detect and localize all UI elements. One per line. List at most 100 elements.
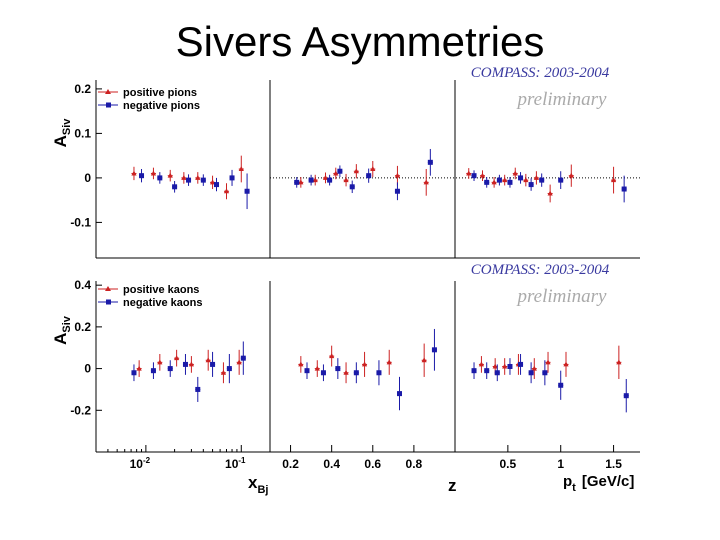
data-marker xyxy=(492,363,498,369)
y-tick-label: 0 xyxy=(84,362,91,376)
positive-pions-point xyxy=(181,172,187,184)
data-marker xyxy=(157,359,163,365)
negative-kaons-point xyxy=(304,362,310,380)
positive-kaons-point xyxy=(298,356,304,373)
positive-pions-point xyxy=(423,169,429,196)
positive-pions-point xyxy=(512,167,518,180)
x-tick-label: 0.2 xyxy=(282,457,299,471)
data-marker xyxy=(195,174,201,180)
data-marker xyxy=(621,186,627,192)
positive-pions-point xyxy=(353,164,359,179)
data-marker xyxy=(322,174,329,180)
data-marker xyxy=(200,177,206,183)
data-marker xyxy=(494,370,500,376)
data-marker xyxy=(623,393,629,399)
data-marker xyxy=(298,361,304,367)
data-marker xyxy=(610,177,617,183)
data-marker xyxy=(312,177,318,183)
data-marker xyxy=(223,188,230,194)
data-marker xyxy=(479,172,486,178)
positive-kaons-point xyxy=(545,351,551,373)
x-tick-exponent: -1 xyxy=(238,456,246,465)
data-marker xyxy=(423,179,429,185)
data-marker xyxy=(512,170,518,176)
y-tick-label: 0.4 xyxy=(74,278,91,292)
data-marker xyxy=(518,361,524,367)
data-marker xyxy=(386,359,392,365)
positive-kaons-point xyxy=(502,358,508,375)
data-marker xyxy=(502,363,508,369)
data-marker xyxy=(210,361,216,367)
negative-pions-point xyxy=(200,174,206,186)
negative-pions-point xyxy=(471,170,477,182)
negative-kaons-point xyxy=(484,362,490,380)
data-marker xyxy=(333,170,339,176)
data-marker xyxy=(491,179,497,185)
legend-marker xyxy=(106,102,111,108)
data-marker xyxy=(478,361,485,367)
data-marker xyxy=(471,173,477,179)
negative-pions-point xyxy=(394,182,400,201)
data-marker xyxy=(335,366,341,372)
positive-pions-point xyxy=(223,183,230,200)
x-axis-label-unit: [GeV/c] xyxy=(582,473,635,490)
data-marker xyxy=(431,347,437,353)
data-marker xyxy=(471,368,477,374)
data-marker xyxy=(229,175,235,181)
data-marker xyxy=(523,177,529,183)
compass-header: COMPASS: 2003-2004 xyxy=(471,65,610,81)
data-marker xyxy=(427,159,433,165)
positive-kaons-point xyxy=(188,356,194,373)
negative-pions-point xyxy=(229,169,235,186)
data-marker xyxy=(376,370,382,376)
data-marker xyxy=(547,190,553,196)
data-marker xyxy=(182,361,188,367)
positive-kaons-point xyxy=(136,360,142,377)
negative-pions-point xyxy=(294,177,300,188)
data-marker xyxy=(172,184,178,190)
positive-pions-point xyxy=(491,177,497,188)
data-marker xyxy=(394,172,401,178)
x-axis-label-z: z xyxy=(448,476,457,495)
data-marker xyxy=(533,174,539,180)
positive-kaons-point xyxy=(421,343,427,377)
negative-kaons-point xyxy=(131,364,137,382)
positive-pions-point xyxy=(343,173,349,187)
data-marker xyxy=(507,364,513,369)
x-tick-label: 0.4 xyxy=(323,457,340,471)
positive-pions-point xyxy=(195,172,201,184)
positive-pions-point xyxy=(610,166,617,194)
data-marker xyxy=(349,184,355,190)
negative-kaons-point xyxy=(623,379,629,413)
data-marker xyxy=(545,359,551,365)
data-marker xyxy=(167,172,173,178)
y-tick-label: -0.1 xyxy=(70,215,91,229)
positive-pions-point xyxy=(394,165,401,186)
positive-kaons-point xyxy=(386,349,392,375)
negative-kaons-point xyxy=(494,364,500,382)
y-tick-label: 0 xyxy=(84,171,91,185)
negative-kaons-point xyxy=(150,362,156,380)
positive-kaons-point xyxy=(531,358,537,380)
negative-kaons-point xyxy=(542,360,548,386)
data-marker xyxy=(174,355,180,361)
x-axis-label-sub: Bj xyxy=(257,484,268,496)
negative-pions-point xyxy=(427,148,433,176)
positive-pions-point xyxy=(568,164,574,187)
data-marker xyxy=(496,177,502,183)
positive-kaons-point xyxy=(616,345,622,380)
legend-label: negative pions xyxy=(123,100,200,112)
y-axis-label: ASiv xyxy=(51,118,73,148)
data-marker xyxy=(616,359,622,365)
pions-plot: COMPASS: 2003-2004 preliminary 0.2 0.1 0 -0.1… xyxy=(51,65,640,259)
positive-pions-point xyxy=(479,170,486,182)
legend-label: negative kaons xyxy=(123,297,202,309)
data-marker xyxy=(397,391,402,397)
data-marker xyxy=(236,359,242,365)
positive-pions-point xyxy=(547,184,553,203)
negative-pions-point xyxy=(157,172,163,184)
data-marker xyxy=(150,368,156,374)
y-tick-label: 0.2 xyxy=(74,320,91,334)
data-marker xyxy=(531,365,537,371)
negative-kaons-point xyxy=(518,353,524,375)
